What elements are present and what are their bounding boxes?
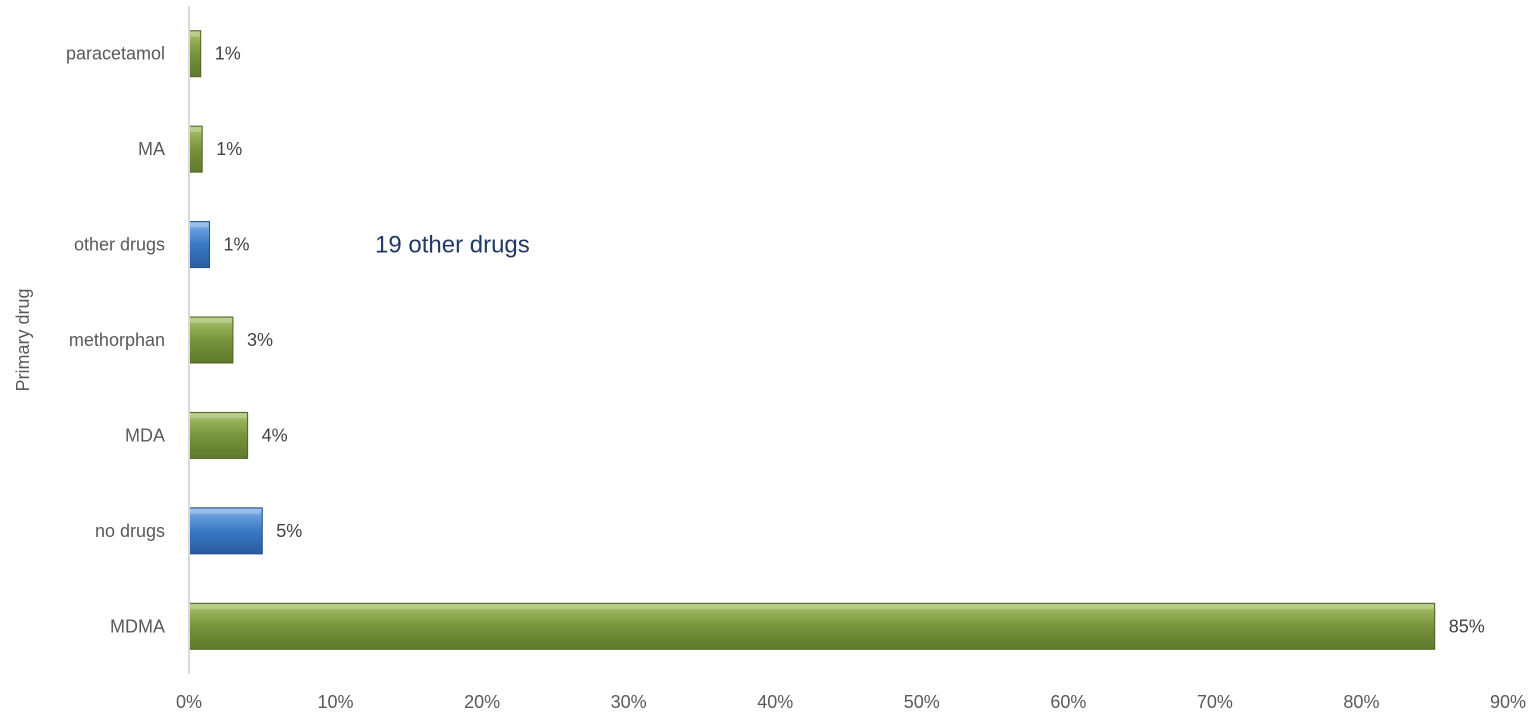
data-label-paracetamol: 1% — [215, 44, 241, 64]
bar-paracetamol — [188, 30, 202, 78]
data-labels: 85% 5% 4% 3% 1% 1% 1% — [215, 44, 1485, 637]
y-axis-title: Primary drug — [13, 288, 33, 391]
category-label-mda: MDA — [125, 425, 165, 445]
data-label-mda: 4% — [262, 425, 288, 445]
bar-highlight-methorphan — [190, 318, 232, 323]
category-label-no-drugs: no drugs — [95, 521, 165, 541]
x-tick-label-70: 70% — [1197, 692, 1233, 712]
category-label-ma: MA — [138, 139, 165, 159]
x-axis-tick-labels: 0% 10% 20% 30% 40% 50% 60% 70% 80% 90% — [176, 692, 1526, 712]
bar-mdma — [188, 602, 1436, 650]
data-label-other-drugs: 1% — [224, 235, 250, 255]
data-label-no-drugs: 5% — [276, 521, 302, 541]
x-tick-label-0: 0% — [176, 692, 202, 712]
category-label-mdma: MDMA — [110, 616, 165, 636]
bar-methorphan — [188, 316, 234, 364]
x-tick-label-20: 20% — [464, 692, 500, 712]
x-tick-label-90: 90% — [1490, 692, 1526, 712]
bar-highlight-paracetamol — [190, 31, 200, 37]
category-label-other-drugs: other drugs — [74, 235, 165, 255]
annotation-other-drugs: 19 other drugs — [375, 232, 530, 259]
x-tick-label-60: 60% — [1050, 692, 1086, 712]
bar-highlight-mdma — [190, 604, 1434, 610]
category-labels: MDMA no drugs MDA methorphan other drugs MA pa… — [66, 44, 165, 637]
bar-no-drugs — [188, 507, 263, 555]
x-tick-label-40: 40% — [757, 692, 793, 712]
x-tick-label-50: 50% — [904, 692, 940, 712]
data-label-mdma: 85% — [1449, 616, 1485, 636]
bar-highlight-mda — [190, 413, 247, 419]
bar-series — [188, 30, 1436, 650]
category-label-paracetamol: paracetamol — [66, 44, 165, 64]
bar-highlight-no-drugs — [190, 508, 262, 514]
bar-highlight-ma — [190, 127, 202, 133]
bar-mda — [188, 411, 249, 459]
bar-other-drugs — [188, 221, 211, 269]
data-label-methorphan: 3% — [247, 330, 273, 350]
data-label-ma: 1% — [216, 139, 242, 159]
x-tick-label-10: 10% — [318, 692, 354, 712]
category-label-methorphan: methorphan — [69, 330, 165, 350]
x-tick-label-80: 80% — [1343, 692, 1379, 712]
x-tick-label-30: 30% — [611, 692, 647, 712]
bar-ma — [188, 125, 203, 173]
bar-highlight-other-drugs — [190, 222, 209, 228]
